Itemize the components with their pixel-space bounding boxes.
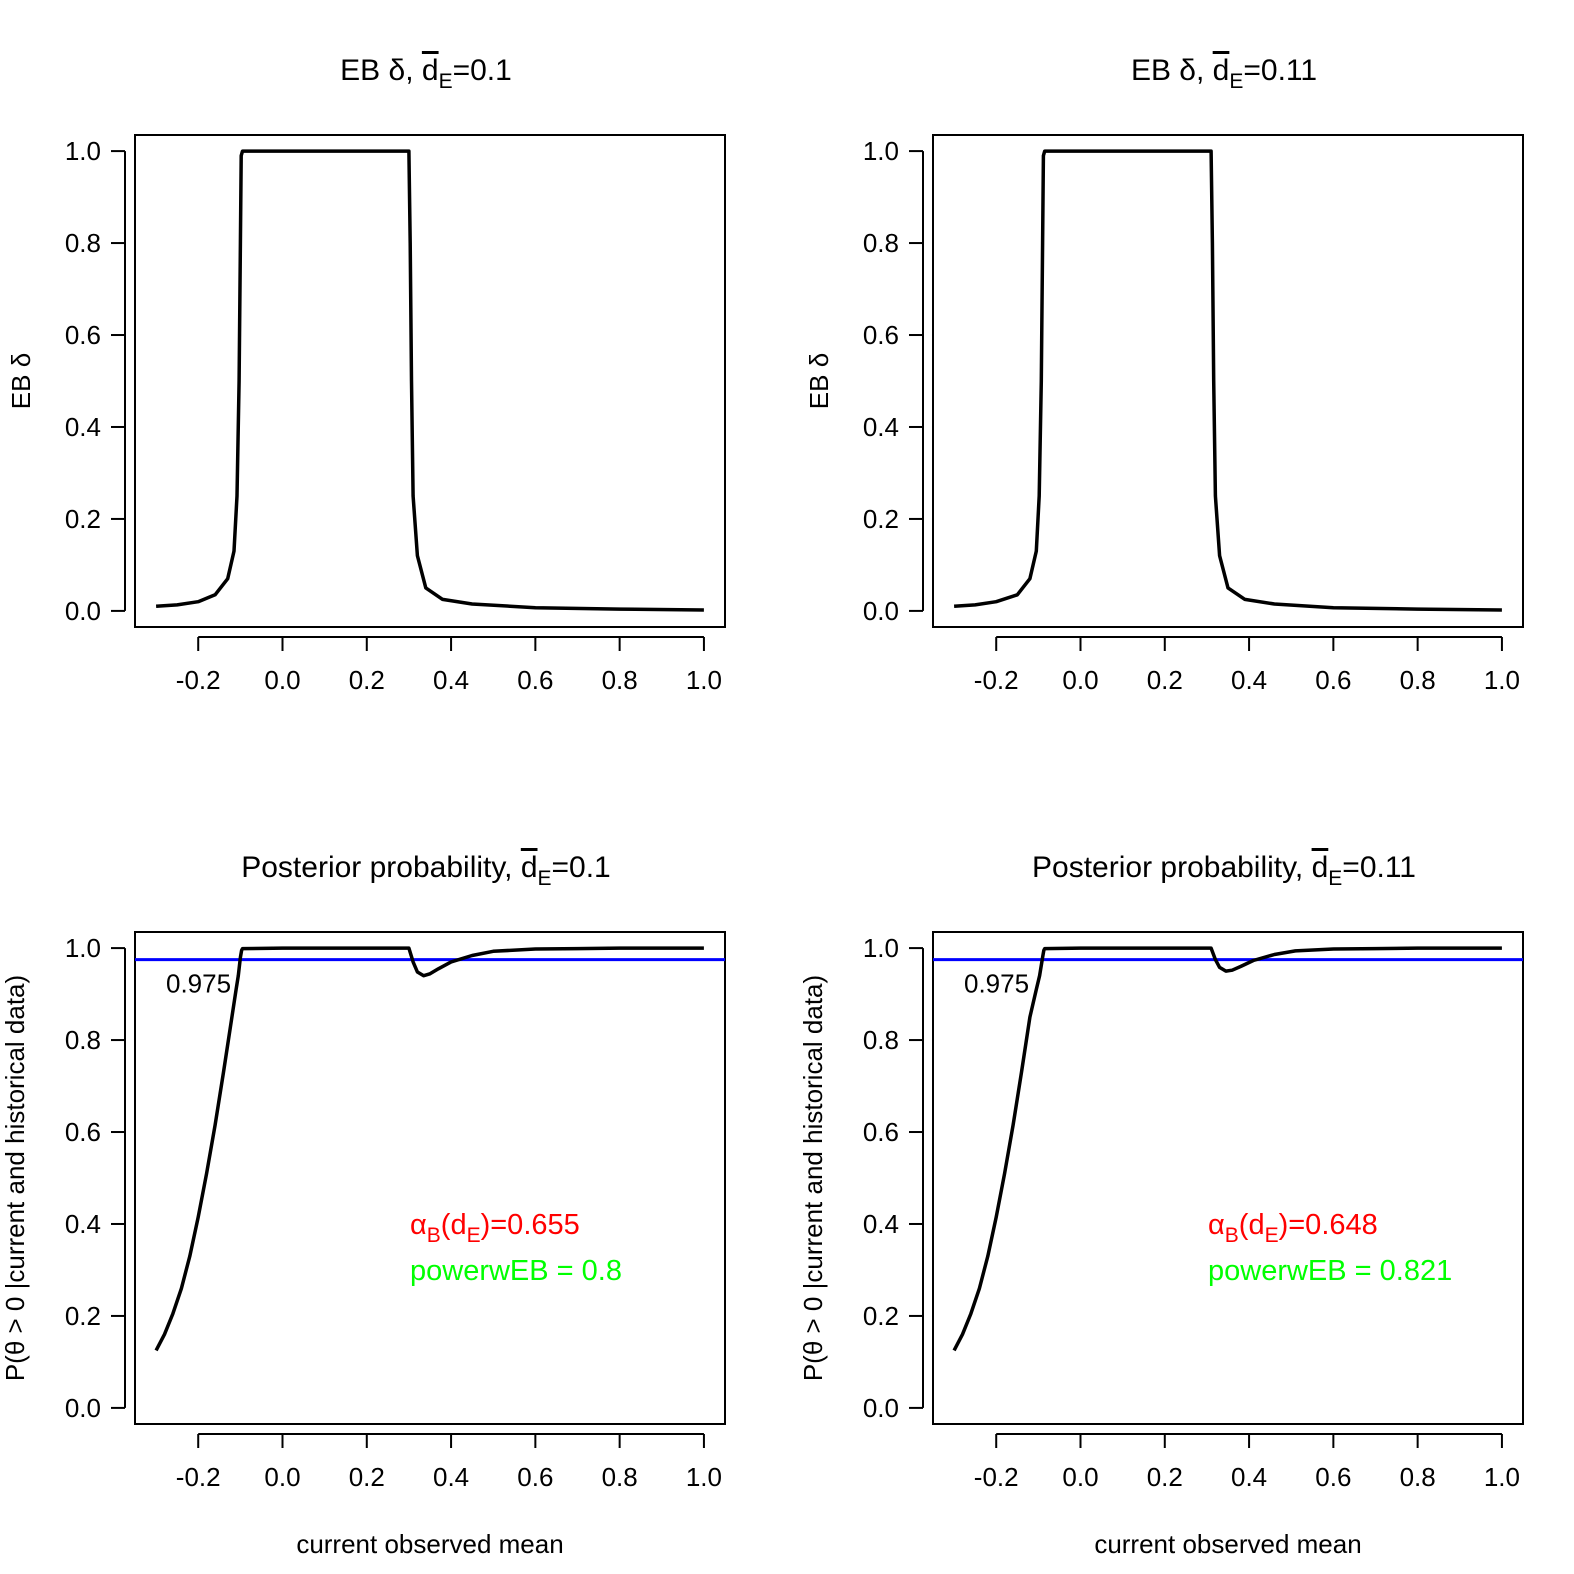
y-tick-label: 0.2 xyxy=(65,504,101,534)
x-tick-label: 0.2 xyxy=(349,665,385,695)
panel-eb-delta-0.1: EB δ, dE=0.1 EB δ -0.2 0.0 0.2 0.4 0.6 0.8 1.0… xyxy=(6,54,726,695)
x-tick-label: 0.2 xyxy=(1147,1462,1183,1492)
y-tick-label: 0.4 xyxy=(863,1209,899,1239)
x-axis: -0.2 0.0 0.2 0.4 0.6 0.8 1.0 xyxy=(176,636,722,695)
series-layer xyxy=(154,946,704,1352)
panel-title: Posterior probability, dE=0.11 xyxy=(1032,851,1416,890)
x-tick-label: 0.2 xyxy=(1147,665,1183,695)
y-axis: 0.0 0.2 0.4 0.6 0.8 1.0 xyxy=(863,136,924,626)
x-axis-label: current observed mean xyxy=(1094,1529,1361,1559)
y-tick-label: 0.0 xyxy=(863,596,899,626)
plot-frame xyxy=(932,134,1524,628)
threshold-layer: 0.975 xyxy=(135,958,725,999)
y-tick-label: 0.8 xyxy=(65,1025,101,1055)
power-annotation: powerwEB = 0.8 xyxy=(410,1255,622,1287)
x-tick-label: -0.2 xyxy=(974,1462,1019,1492)
series-line xyxy=(953,149,1502,612)
series-line xyxy=(155,149,704,612)
y-axis-label: EB δ xyxy=(804,353,834,409)
y-axis-label: P(θ > 0 |current and historical data) xyxy=(798,975,828,1381)
power-annotation: powerwEB = 0.821 xyxy=(1208,1255,1452,1287)
x-tick-label: 0.6 xyxy=(1315,1462,1351,1492)
y-tick-label: 0.2 xyxy=(863,504,899,534)
x-tick-label: 0.4 xyxy=(1231,1462,1267,1492)
alpha-annotation: αB(dE)=0.648 xyxy=(1208,1209,1378,1247)
panel-title: EB δ, dE=0.11 xyxy=(1131,54,1317,93)
y-tick-label: 0.0 xyxy=(863,1393,899,1423)
x-tick-label: 0.4 xyxy=(433,1462,469,1492)
series-layer xyxy=(952,946,1502,1352)
x-tick-label: 1.0 xyxy=(1484,665,1520,695)
x-tick-label: 1.0 xyxy=(1484,1462,1520,1492)
x-tick-label: 0.4 xyxy=(433,665,469,695)
x-axis: -0.2 0.0 0.2 0.4 0.6 0.8 1.0 xyxy=(974,636,1520,695)
x-tick-label: 0.8 xyxy=(1400,665,1436,695)
y-tick-label: 0.2 xyxy=(65,1301,101,1331)
y-tick-label: 0.0 xyxy=(65,596,101,626)
x-tick-label: 1.0 xyxy=(686,665,722,695)
x-tick-label: 0.8 xyxy=(602,1462,638,1492)
threshold-label: 0.975 xyxy=(964,969,1029,999)
panel-posterior-0.1: Posterior probability, dE=0.1 P(θ > 0 |c… xyxy=(0,851,726,1559)
panel-posterior-0.11: Posterior probability, dE=0.11 P(θ > 0 |… xyxy=(798,851,1524,1559)
x-tick-label: 0.0 xyxy=(1062,1462,1098,1492)
x-axis: -0.2 0.0 0.2 0.4 0.6 0.8 1.0 xyxy=(176,1433,722,1492)
y-tick-label: 0.8 xyxy=(863,1025,899,1055)
x-tick-label: 0.6 xyxy=(1315,665,1351,695)
x-tick-label: 0.0 xyxy=(264,665,300,695)
y-tick-label: 1.0 xyxy=(863,136,899,166)
y-tick-label: 0.8 xyxy=(863,228,899,258)
y-tick-label: 0.6 xyxy=(863,320,899,350)
y-tick-label: 0.2 xyxy=(863,1301,899,1331)
y-tick-label: 0.6 xyxy=(863,1117,899,1147)
x-tick-label: -0.2 xyxy=(974,665,1019,695)
x-tick-label: 0.0 xyxy=(1062,665,1098,695)
y-tick-label: 1.0 xyxy=(65,136,101,166)
series-line xyxy=(952,946,1502,1352)
plot-frame xyxy=(134,134,726,628)
x-tick-label: 1.0 xyxy=(686,1462,722,1492)
panel-eb-delta-0.11: EB δ, dE=0.11 EB δ -0.2 0.0 0.2 0.4 0.6 0.8 1.… xyxy=(804,54,1524,695)
x-tick-label: 0.4 xyxy=(1231,665,1267,695)
y-tick-label: 0.0 xyxy=(65,1393,101,1423)
y-tick-label: 0.6 xyxy=(65,1117,101,1147)
x-tick-label: 0.6 xyxy=(517,665,553,695)
y-axis: 0.0 0.2 0.4 0.6 0.8 1.0 xyxy=(65,136,126,626)
series-layer xyxy=(953,149,1502,612)
series-layer xyxy=(155,149,704,612)
x-tick-label: 0.6 xyxy=(517,1462,553,1492)
panel-title: Posterior probability, dE=0.1 xyxy=(241,851,611,890)
y-tick-label: 1.0 xyxy=(65,933,101,963)
x-tick-label: 0.8 xyxy=(602,665,638,695)
plot-frame xyxy=(134,931,726,1425)
y-tick-label: 0.4 xyxy=(863,412,899,442)
y-tick-label: 0.4 xyxy=(65,1209,101,1239)
x-tick-label: 0.8 xyxy=(1400,1462,1436,1492)
x-tick-label: -0.2 xyxy=(176,665,221,695)
y-axis: 0.0 0.2 0.4 0.6 0.8 1.0 xyxy=(65,933,126,1423)
y-axis: 0.0 0.2 0.4 0.6 0.8 1.0 xyxy=(863,933,924,1423)
alpha-annotation: αB(dE)=0.655 xyxy=(410,1209,580,1247)
x-tick-label: -0.2 xyxy=(176,1462,221,1492)
panel-title: EB δ, dE=0.1 xyxy=(340,54,512,93)
x-axis: -0.2 0.0 0.2 0.4 0.6 0.8 1.0 xyxy=(974,1433,1520,1492)
x-axis-label: current observed mean xyxy=(296,1529,563,1559)
y-axis-label: P(θ > 0 |current and historical data) xyxy=(0,975,30,1381)
y-tick-label: 0.4 xyxy=(65,412,101,442)
threshold-label: 0.975 xyxy=(166,969,231,999)
y-axis-label: EB δ xyxy=(6,353,36,409)
x-tick-label: 0.2 xyxy=(349,1462,385,1492)
plot-frame xyxy=(932,931,1524,1425)
y-tick-label: 0.8 xyxy=(65,228,101,258)
y-tick-label: 0.6 xyxy=(65,320,101,350)
y-tick-label: 1.0 xyxy=(863,933,899,963)
threshold-layer: 0.975 xyxy=(933,958,1523,999)
x-tick-label: 0.0 xyxy=(264,1462,300,1492)
series-line xyxy=(154,946,704,1352)
